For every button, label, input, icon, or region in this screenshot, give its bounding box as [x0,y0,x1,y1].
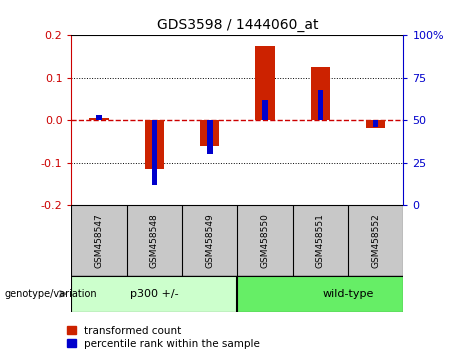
Text: GSM458551: GSM458551 [316,213,325,268]
Text: GSM458550: GSM458550 [260,213,270,268]
Bar [71,276,237,312]
Text: p300 +/-: p300 +/- [130,289,179,299]
Legend: transformed count, percentile rank within the sample: transformed count, percentile rank withi… [67,326,260,349]
Bar [237,276,403,312]
Title: GDS3598 / 1444060_at: GDS3598 / 1444060_at [157,18,318,32]
Bar [366,120,385,128]
Text: GSM458552: GSM458552 [371,213,380,268]
Text: GSM458547: GSM458547 [95,213,104,268]
Bar [207,120,213,154]
Bar [96,115,102,120]
Bar [255,46,275,120]
Bar [311,67,330,120]
Bar [373,120,378,127]
Text: genotype/variation: genotype/variation [5,289,97,299]
Text: wild-type: wild-type [322,289,374,299]
Bar [318,90,323,120]
Bar [200,120,219,146]
Bar [145,120,164,169]
Bar [89,118,109,120]
Bar [152,120,157,185]
Text: GSM458549: GSM458549 [205,213,214,268]
Bar [262,100,268,120]
Text: GSM458548: GSM458548 [150,213,159,268]
